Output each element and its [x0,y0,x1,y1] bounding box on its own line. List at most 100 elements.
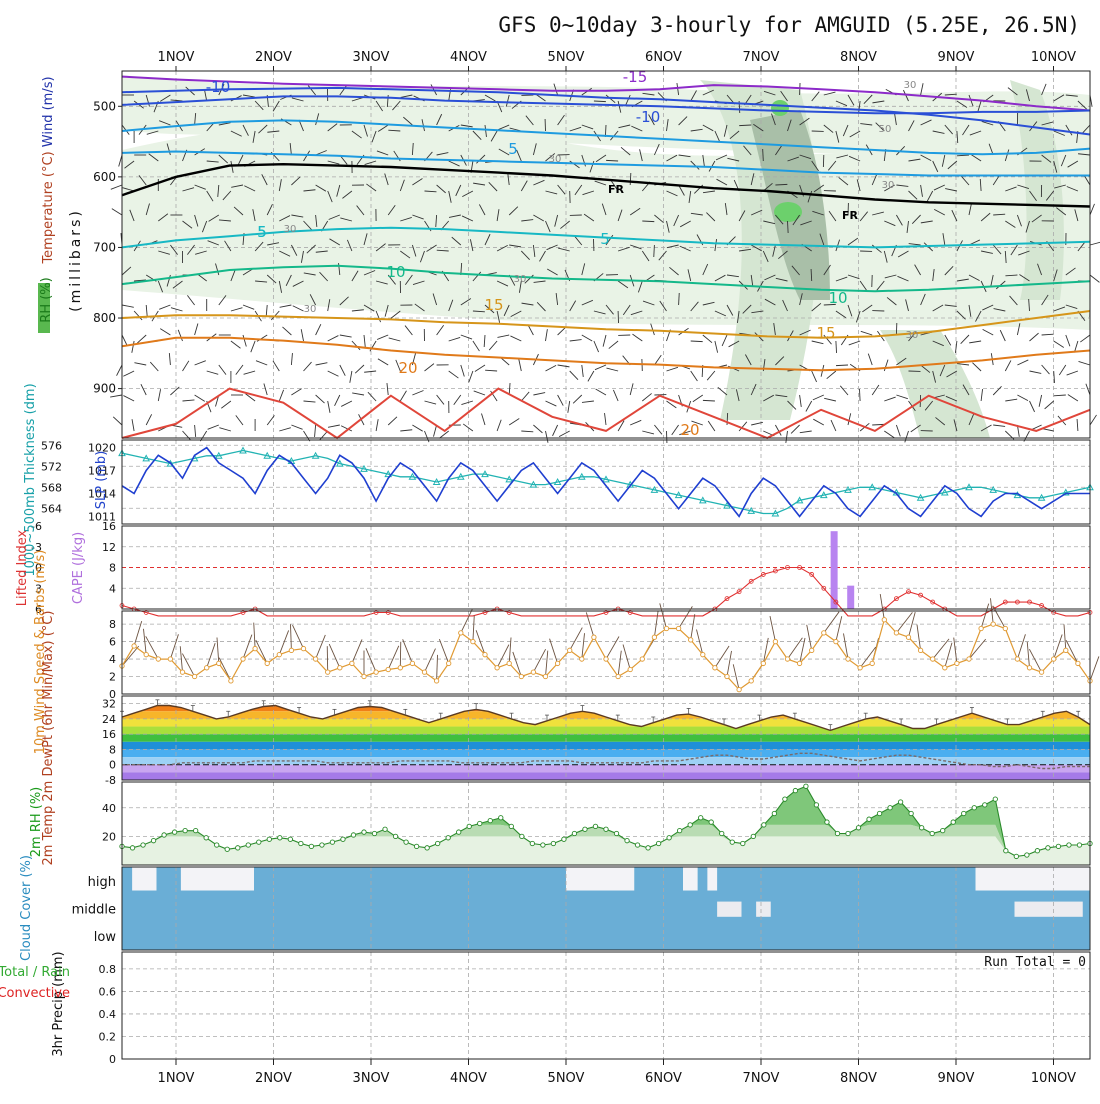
rh2m-point [867,817,871,821]
wind10-point [955,661,959,665]
isotherm-label: 10 [386,263,405,281]
wind10-point [931,657,935,661]
wind10-point [374,670,378,674]
rh2m-point [846,831,850,835]
cloud-level-label: high [88,875,116,890]
temp-axis-title: Temperature (°C) [41,151,56,264]
rh2m-point [193,828,197,832]
wind10-point [192,674,196,678]
rh2m-point [183,828,187,832]
rh2m-point [1025,853,1029,857]
wind10-point [604,657,608,661]
bottom-day-label: 1NOV [158,1071,195,1086]
rh2m-point [677,828,681,832]
wind10-point [156,657,160,661]
rh2m-point [362,830,366,834]
cloud-mid-clear [756,902,771,917]
rh2m-point [456,830,460,834]
rh2m-point [414,844,418,848]
wind10-point [338,666,342,670]
isotherm-label: FR [608,183,625,196]
rh2m-point [772,811,776,815]
cloud-high-clear [976,867,1091,891]
svg-text:RH (%): RH (%) [39,277,54,322]
wind-barb [594,101,606,102]
rh2m-point [930,831,934,835]
wind10-tick-label: 4 [109,653,116,666]
temp-band [122,727,1090,735]
wind10-point [713,666,717,670]
rh-contour-label: 30 [906,330,919,341]
wind10-point [1076,661,1080,665]
top-day-label: 10NOV [1031,50,1076,65]
wind10-point [894,631,898,635]
wind10-point [519,674,523,678]
rh2m-axis-title: 2m RH (%) [29,787,44,858]
pressure-tick-label: 900 [93,382,116,396]
rh2m-point [741,841,745,845]
bottom-day-label: 4NOV [450,1071,487,1086]
bottom-day-label: 5NOV [548,1071,585,1086]
rh2m-point [509,824,513,828]
wind10-point [483,652,487,656]
rh-contour-label: 30 [549,154,562,165]
rh2m-point [551,841,555,845]
rh2m-point [825,820,829,824]
wind10-point [495,666,499,670]
wind10-point [979,626,983,630]
rh2m-point [393,834,397,838]
wind10-point [580,657,584,661]
wind10-point [967,657,971,661]
rh2m-point [720,831,724,835]
rh2m-point [214,843,218,847]
isotherm-label: 20 [680,421,699,439]
rh2m-point [667,836,671,840]
rh-contour-label: 30 [904,80,917,91]
wind10-point [846,657,850,661]
wind10-point [253,646,257,650]
rh2m-point [751,834,755,838]
precip-tick-label: 0.8 [99,963,117,976]
wind10-point [217,661,221,665]
rh2m-point [1067,843,1071,847]
top-day-label: 5NOV [548,50,585,65]
wind10-point [725,674,729,678]
rh2m-point [898,800,902,804]
wind10-point [773,639,777,643]
wind10-point [761,661,765,665]
wind10-point [568,648,572,652]
rh2m-point [877,811,881,815]
cape-tick-label: 4 [109,582,116,595]
thickness-tick-label: 568 [41,481,62,494]
wind-barb [642,221,654,222]
isotherm-label: 15 [816,324,835,342]
top-day-label: 7NOV [743,50,780,65]
wind10-tick-label: 6 [109,636,116,649]
wind-barb [703,400,715,401]
thickness-tick-label: 564 [41,502,62,515]
rh2m-point [698,816,702,820]
rh2m-tick-label: 20 [102,830,116,843]
wind10-point [543,674,547,678]
cape-tick-label: 12 [102,541,116,554]
precip-tick-label: 0.4 [99,1008,117,1021]
top-day-label: 6NOV [645,50,682,65]
wind10-tick-label: 8 [109,618,116,631]
svg-text:Temperature (°C) Wind (m: Temperature (°C) Wind (m/s) [41,76,56,264]
rh2m-point [130,846,134,850]
wind10-point [398,666,402,670]
rh2m-point [646,846,650,850]
precip-tick-label: 0.6 [99,985,117,998]
rh2m-point [962,811,966,815]
top-day-label: 9NOV [938,50,975,65]
wind10-point [737,687,741,691]
rh2m-point [162,833,166,837]
rh2m-point [372,831,376,835]
wind10-point [797,661,801,665]
top-day-label: 2NOV [255,50,292,65]
temp-band [122,742,1090,750]
rh2m-point [993,797,997,801]
